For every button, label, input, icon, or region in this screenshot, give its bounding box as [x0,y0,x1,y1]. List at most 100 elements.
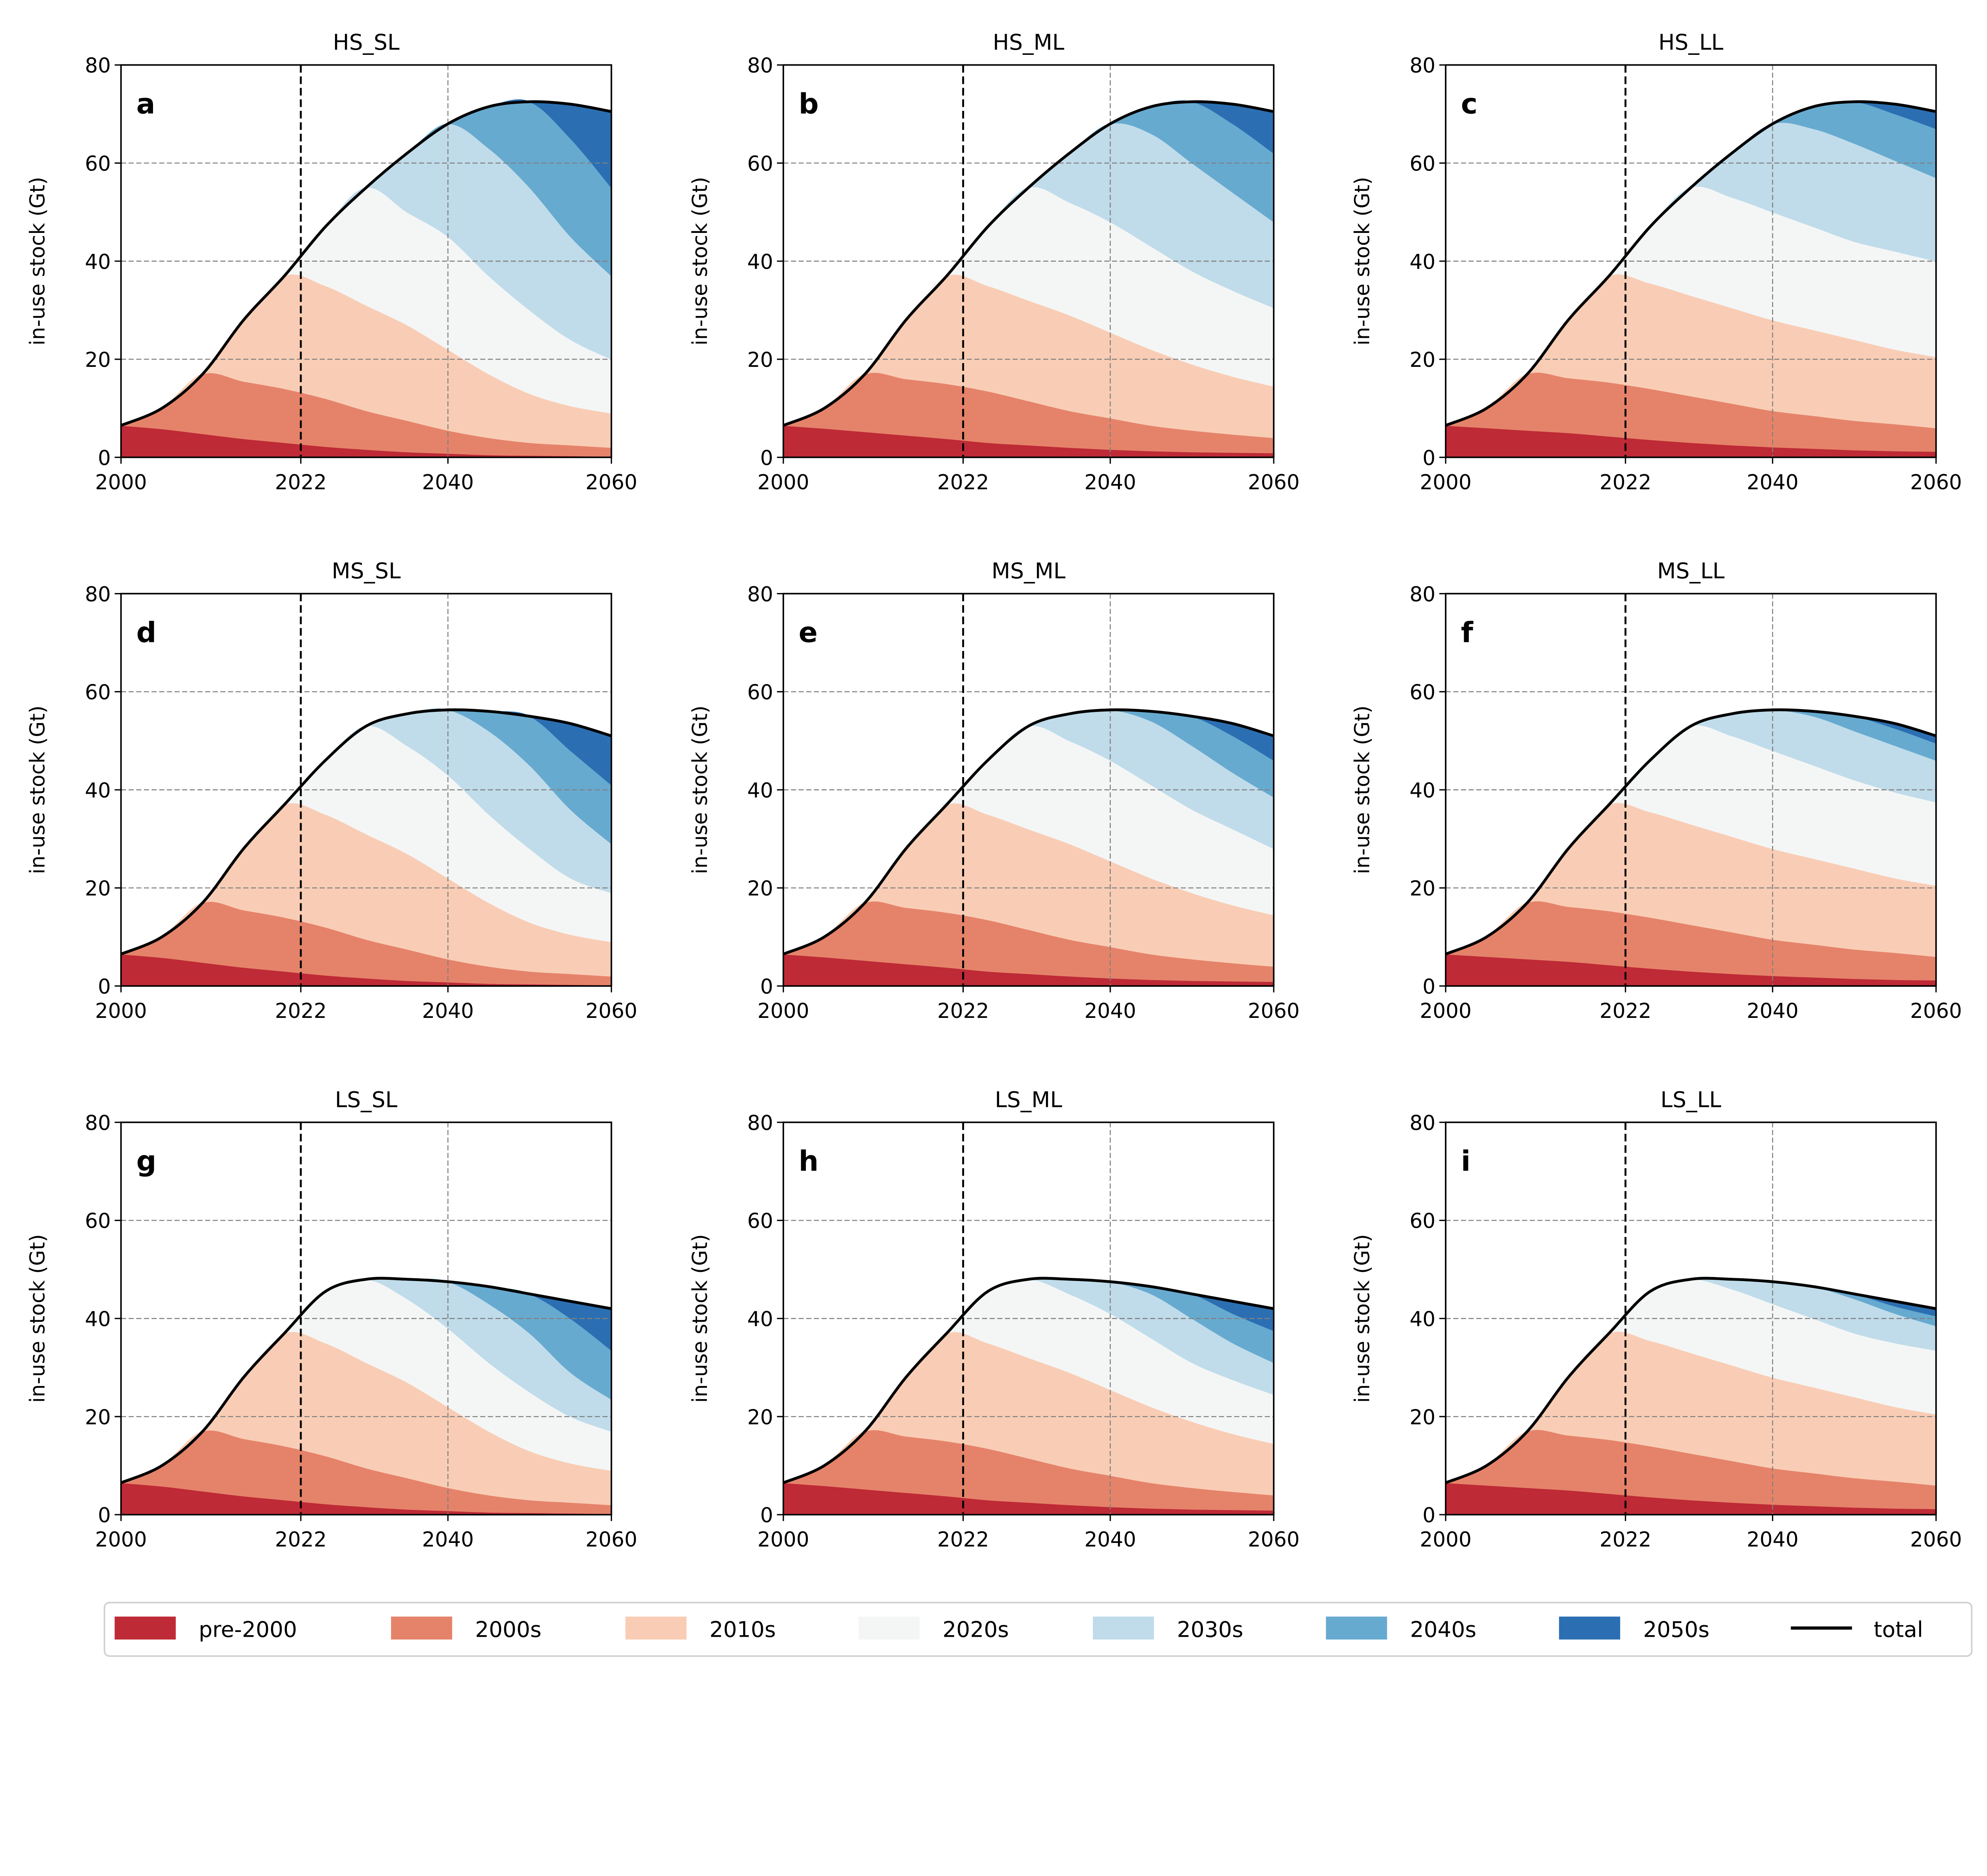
y-tick-label: 80 [747,54,773,78]
stacked-areas [783,100,1274,457]
x-tick-label: 2040 [1085,471,1136,494]
x-tick-label: 2060 [585,1528,637,1552]
stacked-areas [1445,101,1936,457]
y-tick-label: 60 [747,152,773,176]
stacked-areas [783,1278,1274,1515]
legend-swatch-2020s [858,1616,920,1640]
legend-swatch-2000s [391,1616,452,1640]
total-line [1445,100,1936,427]
stacked-areas [121,99,612,457]
x-tick-label: 2060 [1910,1528,1962,1552]
y-tick-label: 20 [1410,877,1435,901]
panel-letter: f [1461,616,1474,649]
legend-swatch-2030s [1093,1616,1154,1640]
y-tick-label: 40 [85,779,111,802]
y-tick-label: 40 [747,1308,773,1331]
panel-letter: h [799,1145,819,1178]
panel-letter: e [799,616,818,649]
y-tick-label: 60 [85,681,111,705]
y-axis-label: in-use stock (Gt) [26,705,50,874]
y-tick-label: 0 [98,975,111,999]
total-line [783,708,1274,955]
total-line [121,708,612,955]
x-tick-label: 2060 [1910,471,1962,494]
x-tick-label: 2000 [95,471,147,494]
panel-letter: a [136,87,155,120]
x-tick-label: 2000 [1420,999,1472,1023]
y-tick-label: 60 [85,152,111,176]
y-axis-label: in-use stock (Gt) [688,1234,712,1403]
y-tick-label: 80 [1410,54,1435,78]
x-tick-label: 2040 [1747,471,1798,494]
legend-label-2010s: 2010s [709,1617,776,1642]
total-line [121,100,612,427]
y-tick-label: 60 [1410,152,1435,176]
x-tick-label: 2040 [1085,1528,1136,1552]
legend-label-2000s: 2000s [475,1617,542,1642]
x-tick-label: 2022 [275,999,327,1023]
total-line [121,1277,612,1484]
panel-title: LS_SL [335,1087,398,1112]
x-tick-label: 2022 [937,999,989,1023]
total-line [783,100,1274,427]
y-tick-label: 80 [85,1111,111,1135]
x-tick-label: 2060 [585,999,637,1023]
y-tick-label: 20 [747,348,773,372]
y-tick-label: 20 [85,1405,111,1429]
y-tick-label: 20 [85,348,111,372]
panel-letter: c [1461,87,1478,120]
legend-label-pre-2000: pre-2000 [199,1617,297,1642]
panel-title: HS_LL [1658,29,1724,55]
legend-swatch-2010s [625,1616,687,1640]
x-tick-label: 2000 [757,1528,809,1552]
x-tick-label: 2022 [275,1528,327,1552]
y-axis-label: in-use stock (Gt) [688,705,712,874]
y-tick-label: 0 [760,1504,773,1527]
stacked-areas [121,708,612,986]
y-axis-label: in-use stock (Gt) [26,177,50,345]
stacked-areas [783,709,1274,986]
x-tick-label: 2040 [422,1528,474,1552]
x-tick-label: 2000 [95,1528,147,1552]
y-tick-label: 20 [747,1405,773,1429]
y-tick-label: 40 [85,1308,111,1331]
y-tick-label: 0 [1423,975,1436,999]
stacked-areas [121,1278,612,1515]
legend-label-2020s: 2020s [943,1617,1009,1642]
x-tick-label: 2022 [1600,1528,1651,1552]
x-tick-label: 2000 [1420,471,1472,494]
x-tick-label: 2000 [757,471,809,494]
y-tick-label: 80 [85,54,111,78]
y-axis-label: in-use stock (Gt) [1351,1234,1375,1403]
y-tick-label: 60 [747,681,773,705]
y-tick-label: 80 [1410,583,1435,607]
legend-swatch-pre-2000 [114,1616,176,1640]
x-tick-label: 2022 [1600,471,1651,494]
y-axis-label: in-use stock (Gt) [1351,705,1375,874]
x-tick-label: 2040 [422,999,474,1023]
y-tick-label: 40 [747,250,773,274]
x-tick-label: 2022 [937,471,989,494]
stacked-areas [1445,1278,1936,1515]
y-tick-label: 20 [747,877,773,901]
x-tick-label: 2060 [1248,999,1299,1023]
y-tick-label: 40 [1410,779,1435,802]
y-tick-label: 60 [747,1209,773,1233]
legend-swatch-2040s [1326,1616,1387,1640]
panel-title: MS_LL [1657,558,1725,583]
y-tick-label: 0 [98,1504,111,1527]
y-tick-label: 40 [85,250,111,274]
y-tick-label: 80 [747,1111,773,1135]
y-tick-label: 0 [760,975,773,999]
y-tick-label: 0 [98,446,111,470]
panel-letter: g [136,1145,156,1178]
x-tick-label: 2040 [1747,1528,1798,1552]
stacked-areas [1445,709,1936,986]
y-axis-label: in-use stock (Gt) [26,1234,50,1403]
